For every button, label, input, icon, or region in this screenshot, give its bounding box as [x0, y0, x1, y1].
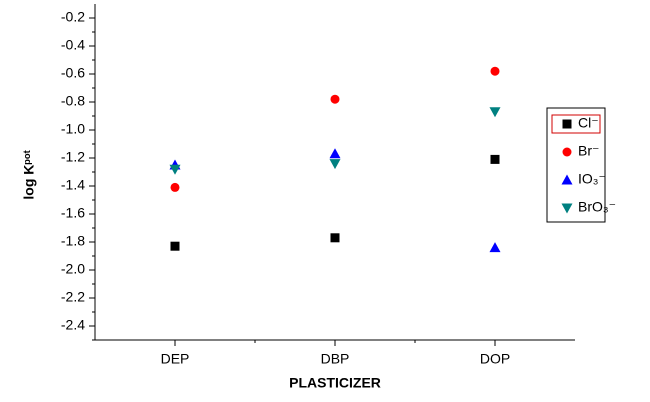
y-tick-label: -0.8 — [61, 93, 85, 109]
marker — [561, 174, 573, 185]
legend-entry: Cl⁻ — [562, 115, 599, 131]
y-tick-label: -1.8 — [61, 233, 85, 249]
x-tick-label: DBP — [321, 351, 350, 367]
marker — [329, 148, 341, 159]
marker — [330, 94, 340, 104]
y-tick-label: -0.4 — [61, 37, 85, 53]
marker — [489, 242, 501, 253]
legend-label: BrO₃⁻ — [578, 199, 616, 215]
legend-box — [546, 107, 606, 223]
marker — [489, 107, 501, 118]
marker — [562, 147, 572, 157]
legend-label: IO₃⁻ — [578, 171, 606, 187]
y-tick-label: -2.4 — [61, 317, 85, 333]
legend-label: Br⁻ — [578, 143, 599, 159]
marker — [490, 66, 500, 76]
marker — [170, 241, 180, 251]
marker — [490, 154, 500, 164]
marker — [169, 164, 181, 175]
y-tick-label: -0.2 — [61, 9, 85, 25]
x-tick-label: DOP — [480, 351, 510, 367]
y-axis-label: log Kᵖᵒᵗ — [21, 150, 37, 199]
y-tick-label: -0.6 — [61, 65, 85, 81]
x-axis-label: PLASTICIZER — [289, 375, 381, 391]
y-tick-label: -1.2 — [61, 149, 85, 165]
marker — [329, 159, 341, 170]
marker — [561, 203, 573, 214]
legend-entry: Br⁻ — [562, 143, 599, 159]
legend-entry: IO₃⁻ — [561, 171, 606, 187]
y-tick-label: -1.4 — [61, 177, 85, 193]
x-tick-label: DEP — [161, 351, 190, 367]
marker — [170, 182, 180, 192]
y-tick-label: -1.0 — [61, 121, 85, 137]
legend-label: Cl⁻ — [578, 115, 599, 131]
legend-highlight — [551, 114, 601, 134]
marker — [330, 233, 340, 243]
y-tick-label: -1.6 — [61, 205, 85, 221]
y-tick-label: -2.2 — [61, 289, 85, 305]
marker — [562, 119, 572, 129]
legend-entry: BrO₃⁻ — [561, 199, 616, 215]
y-tick-label: -2.0 — [61, 261, 85, 277]
